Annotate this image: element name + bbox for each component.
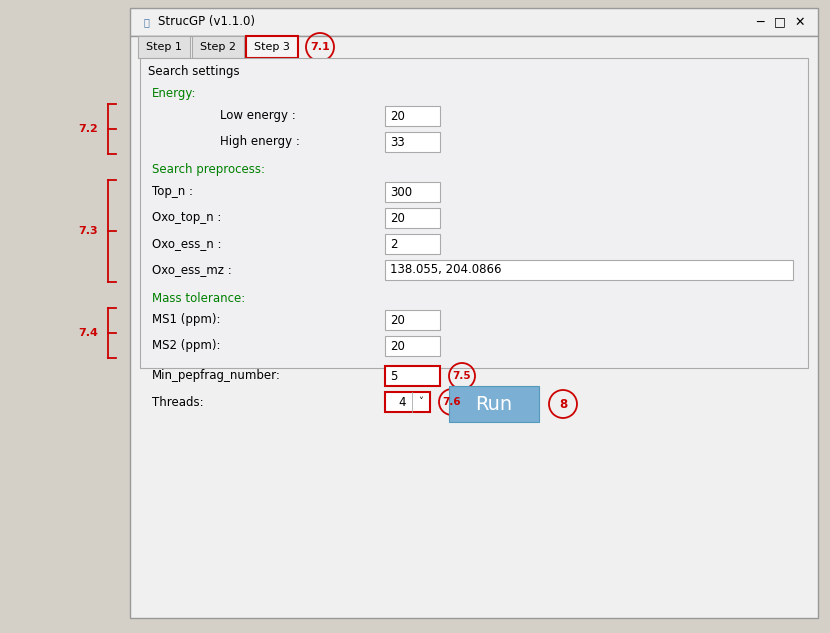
Text: Threads:: Threads: xyxy=(152,396,203,408)
Text: Oxo_ess_mz :: Oxo_ess_mz : xyxy=(152,263,232,277)
Text: Step 2: Step 2 xyxy=(200,42,236,52)
Text: 20: 20 xyxy=(390,110,405,123)
Text: 20: 20 xyxy=(390,339,405,353)
FancyBboxPatch shape xyxy=(449,386,539,422)
FancyBboxPatch shape xyxy=(385,234,440,254)
Text: Step 3: Step 3 xyxy=(254,42,290,52)
Text: MS2 (ppm):: MS2 (ppm): xyxy=(152,339,221,353)
Text: MS1 (ppm):: MS1 (ppm): xyxy=(152,313,221,327)
FancyBboxPatch shape xyxy=(140,58,808,368)
Text: Oxo_ess_n :: Oxo_ess_n : xyxy=(152,237,222,251)
FancyBboxPatch shape xyxy=(385,336,440,356)
Text: Search preprocess:: Search preprocess: xyxy=(152,163,265,177)
Text: 20: 20 xyxy=(390,313,405,327)
FancyBboxPatch shape xyxy=(192,36,244,58)
Text: 138.055, 204.0866: 138.055, 204.0866 xyxy=(390,263,501,277)
FancyBboxPatch shape xyxy=(385,260,793,280)
FancyBboxPatch shape xyxy=(385,182,440,202)
Text: Run: Run xyxy=(476,394,513,413)
FancyBboxPatch shape xyxy=(138,36,190,58)
Text: ˅: ˅ xyxy=(418,397,423,407)
Text: 2: 2 xyxy=(390,237,398,251)
Text: Mass tolerance:: Mass tolerance: xyxy=(152,292,245,304)
FancyBboxPatch shape xyxy=(385,392,430,412)
Text: 7.4: 7.4 xyxy=(78,328,98,338)
FancyBboxPatch shape xyxy=(385,208,440,228)
Text: 🖊: 🖊 xyxy=(143,17,149,27)
Text: 7.1: 7.1 xyxy=(310,42,330,52)
Text: 33: 33 xyxy=(390,135,405,149)
FancyBboxPatch shape xyxy=(385,310,440,330)
Text: 7.5: 7.5 xyxy=(452,371,471,381)
Text: ─: ─ xyxy=(756,15,764,28)
Text: 5: 5 xyxy=(390,370,398,382)
Text: StrucGP (v1.1.0): StrucGP (v1.1.0) xyxy=(158,15,255,28)
Text: 300: 300 xyxy=(390,185,413,199)
Text: □: □ xyxy=(774,15,786,28)
Text: Min_pepfrag_number:: Min_pepfrag_number: xyxy=(152,370,281,382)
Text: ✕: ✕ xyxy=(795,15,805,28)
FancyBboxPatch shape xyxy=(385,106,440,126)
FancyBboxPatch shape xyxy=(385,366,440,386)
Text: Oxo_top_n :: Oxo_top_n : xyxy=(152,211,222,225)
FancyBboxPatch shape xyxy=(130,36,818,618)
Text: High energy :: High energy : xyxy=(220,135,300,149)
Text: Top_n :: Top_n : xyxy=(152,185,193,199)
Text: 7.6: 7.6 xyxy=(442,397,461,407)
Text: 4: 4 xyxy=(398,396,406,408)
Text: Energy:: Energy: xyxy=(152,87,197,101)
FancyBboxPatch shape xyxy=(246,36,298,58)
FancyBboxPatch shape xyxy=(385,132,440,152)
Text: Step 1: Step 1 xyxy=(146,42,182,52)
Text: 20: 20 xyxy=(390,211,405,225)
FancyBboxPatch shape xyxy=(130,8,818,36)
Text: Low energy :: Low energy : xyxy=(220,110,295,123)
Text: 7.2: 7.2 xyxy=(78,124,98,134)
Text: Search settings: Search settings xyxy=(148,65,240,78)
Text: 8: 8 xyxy=(559,398,567,410)
Text: 7.3: 7.3 xyxy=(78,226,98,236)
